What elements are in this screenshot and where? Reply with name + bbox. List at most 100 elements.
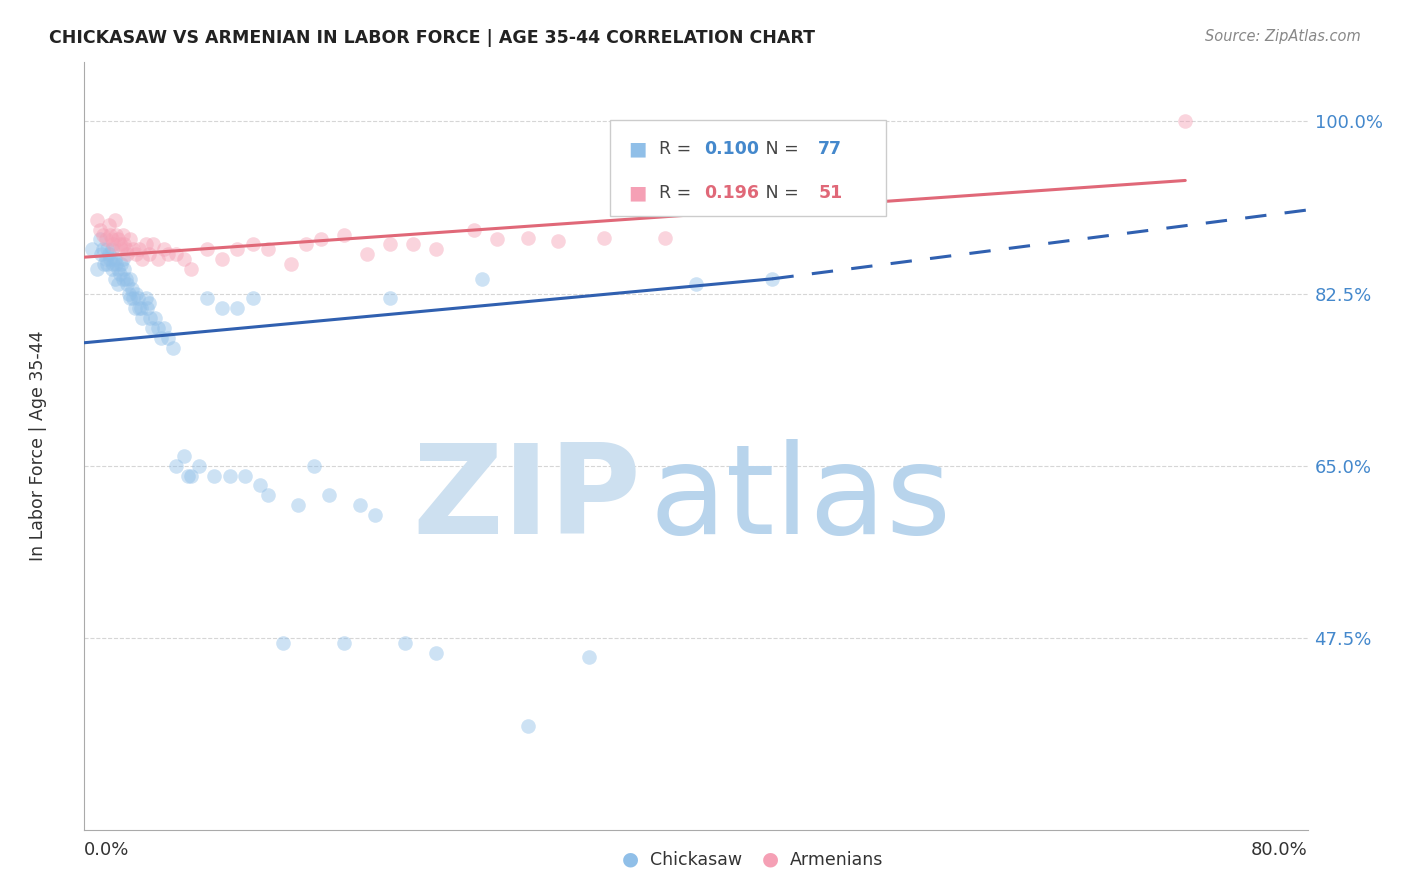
Point: [463, 222, 485, 236]
Text: ■: ■: [628, 183, 647, 202]
Point: [93, 257, 115, 271]
Text: Chickasaw: Chickasaw: [650, 851, 742, 869]
Point: [127, 292, 149, 306]
Point: [124, 301, 146, 316]
Point: [138, 296, 160, 310]
Point: [157, 331, 180, 345]
Point: [120, 292, 142, 306]
Point: [80, 242, 103, 256]
Point: [112, 262, 135, 277]
Point: [380, 237, 402, 252]
Point: [333, 636, 356, 650]
Point: [202, 468, 225, 483]
Point: [135, 292, 157, 306]
Point: [94, 252, 117, 267]
Point: [349, 498, 371, 512]
Text: N =: N =: [748, 184, 804, 202]
Text: Armenians: Armenians: [790, 851, 883, 869]
Point: [141, 321, 163, 335]
Point: [211, 301, 233, 316]
Point: [226, 301, 249, 316]
Point: [118, 286, 141, 301]
Point: [302, 458, 325, 473]
Point: [128, 242, 150, 256]
Point: [120, 272, 142, 286]
Point: [129, 301, 152, 316]
Point: [91, 227, 114, 242]
Point: [115, 247, 138, 261]
Point: [471, 272, 494, 286]
Point: [111, 252, 134, 267]
Point: [104, 212, 127, 227]
Point: [91, 242, 114, 256]
Point: [104, 272, 127, 286]
Point: [257, 242, 280, 256]
Point: [333, 227, 356, 242]
Point: [107, 277, 129, 291]
Point: [104, 252, 127, 267]
Point: [112, 237, 135, 252]
Point: [226, 242, 249, 256]
Text: Source: ZipAtlas.com: Source: ZipAtlas.com: [1205, 29, 1361, 44]
Point: [318, 488, 340, 502]
Point: [280, 257, 302, 271]
Point: [125, 247, 148, 261]
Point: [98, 252, 121, 267]
Point: [86, 212, 108, 227]
Text: ■: ■: [628, 139, 647, 158]
Point: [1174, 114, 1197, 128]
Point: [107, 262, 129, 277]
Point: [180, 262, 202, 277]
Point: [165, 247, 187, 261]
Point: [153, 242, 176, 256]
Point: [101, 242, 124, 256]
Text: 0.100: 0.100: [704, 139, 759, 158]
Point: [157, 247, 180, 261]
Point: [94, 232, 117, 246]
Point: [114, 242, 136, 256]
Point: [149, 331, 172, 345]
Point: [101, 262, 124, 277]
Point: [111, 227, 134, 242]
Point: [356, 247, 378, 261]
Text: In Labor Force | Age 35-44: In Labor Force | Age 35-44: [30, 331, 46, 561]
Point: [162, 341, 184, 355]
Point: [249, 478, 271, 492]
Point: [516, 719, 538, 733]
Point: [218, 468, 240, 483]
Point: [547, 235, 569, 249]
Point: [103, 237, 125, 252]
Point: [287, 498, 309, 512]
Point: [142, 237, 165, 252]
Point: [146, 321, 169, 335]
Point: [131, 311, 153, 326]
Point: [257, 488, 280, 502]
Point: [131, 252, 153, 267]
Point: [90, 247, 112, 261]
Point: [108, 237, 131, 252]
Point: [425, 242, 447, 256]
Point: [211, 252, 233, 267]
Point: [578, 650, 600, 665]
Point: [180, 468, 202, 483]
Text: 77: 77: [818, 139, 842, 158]
Point: [685, 277, 707, 291]
Point: [122, 242, 145, 256]
Point: [173, 252, 195, 267]
Point: [593, 230, 616, 244]
Point: [103, 257, 125, 271]
Point: [146, 252, 169, 267]
Point: [195, 292, 218, 306]
Text: 0.196: 0.196: [704, 184, 759, 202]
Text: ●: ●: [621, 850, 638, 869]
Point: [97, 218, 120, 232]
Point: [195, 242, 218, 256]
Point: [173, 449, 195, 463]
Text: R =: R =: [659, 139, 697, 158]
Point: [114, 272, 136, 286]
Point: [105, 257, 128, 271]
Point: [110, 257, 132, 271]
Point: [115, 277, 138, 291]
Point: [86, 262, 108, 277]
Point: [107, 232, 129, 246]
